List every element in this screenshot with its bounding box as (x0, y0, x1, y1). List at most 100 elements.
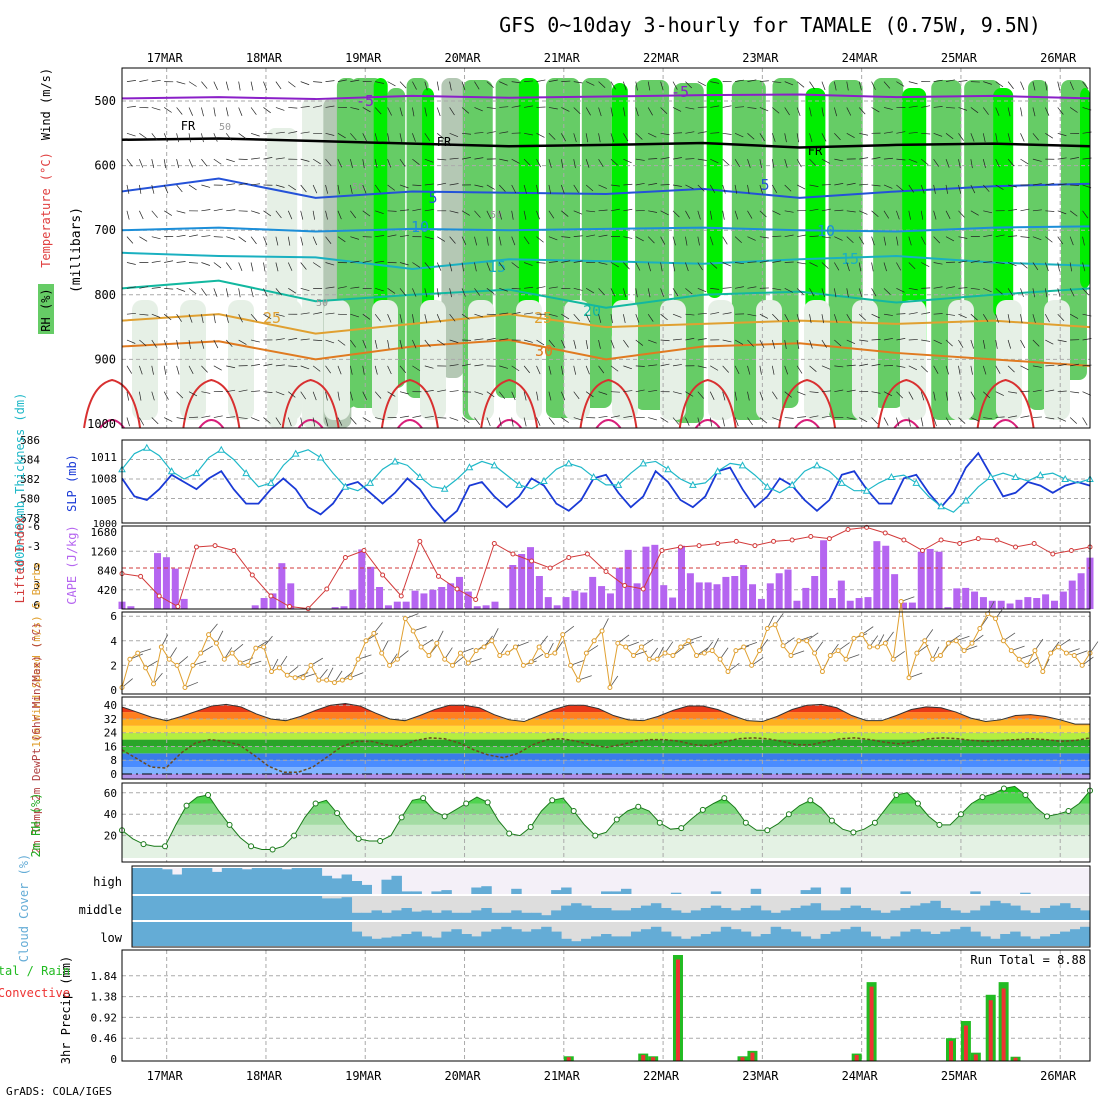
wind-speed-marker (764, 626, 770, 631)
wind-barb (1082, 210, 1089, 219)
wind-barb (275, 288, 282, 296)
wind-barb (1020, 262, 1028, 269)
isotherm-hot (877, 378, 936, 429)
wind-barb (573, 235, 583, 238)
rh-shade-lower (468, 300, 494, 420)
wind-barb (660, 339, 670, 342)
lifted-index-marker (771, 538, 777, 544)
cloud-level-label: middle (79, 903, 122, 917)
cloud-bar (451, 929, 462, 946)
isotherm-hottest (893, 419, 920, 429)
wind-barb (859, 363, 869, 367)
lifted-index-marker (715, 541, 721, 546)
wind-barb (945, 313, 956, 316)
wind-barb (598, 339, 601, 349)
wind-barb (312, 184, 318, 194)
wind-barb (436, 288, 440, 298)
wind-barb (747, 210, 753, 219)
wind-barb (685, 417, 690, 426)
thickness-marker (217, 445, 226, 453)
cape-bar (393, 601, 401, 609)
wind-barb (933, 365, 939, 374)
wind-barb (623, 236, 633, 239)
cloud-bar (840, 887, 851, 894)
wind-barb (772, 235, 782, 238)
wind-speed-marker (678, 644, 684, 650)
cloud-bar (1060, 931, 1071, 946)
cape-bar (757, 598, 765, 609)
cloud-bar (471, 936, 482, 946)
wind-barb (523, 391, 527, 401)
wind-barb (412, 158, 420, 165)
wind-speed-marker (977, 626, 983, 631)
wind-barb (474, 288, 481, 296)
rh-shade (902, 88, 927, 348)
wind-barb (784, 261, 794, 263)
wind-barb (536, 184, 539, 194)
x-tick-label-bottom: 17MAR (147, 1069, 184, 1083)
wind-barb (722, 287, 732, 289)
y-axis-label-slp: SLP (mb) (65, 454, 79, 512)
wind-speed-marker (158, 644, 164, 650)
wind-barb (796, 184, 806, 190)
wind-barb (982, 365, 987, 375)
wind-barb (635, 339, 644, 346)
wind-barb (300, 338, 310, 341)
wind-barb (921, 105, 931, 108)
wind-barb (163, 133, 169, 142)
wind-barb (970, 260, 980, 263)
wind-barb (610, 158, 618, 166)
wind-speed-marker (127, 656, 133, 662)
wind-barb (697, 312, 707, 315)
isotherm-hot (281, 378, 340, 429)
wind-barb (871, 338, 881, 341)
cloud-bar (141, 868, 153, 894)
wind-speed-marker (780, 643, 786, 649)
wind-barb (139, 417, 145, 426)
panel-frame (121, 525, 1091, 610)
wind-barb (796, 391, 806, 396)
wind-barb (933, 339, 942, 345)
cloud-bar (511, 910, 522, 920)
cloud-bar (551, 890, 562, 894)
wind-barb (548, 133, 556, 140)
wind-barb (1069, 288, 1075, 297)
wind-barb (1045, 314, 1050, 323)
wind-barb (499, 106, 509, 108)
wind-barb (300, 236, 304, 246)
wind-barb (722, 236, 728, 245)
y-axis-label-thickness: 1000~500mb Thickness (dm) (13, 393, 27, 574)
x-tick-label-top: 25MAR (941, 51, 978, 65)
wind-barb (275, 131, 285, 134)
wind-barb (412, 184, 422, 187)
wind-barb (139, 339, 147, 347)
cloud-bar (750, 888, 762, 894)
wind-barb (958, 260, 968, 263)
wind-barb (275, 364, 285, 367)
isotherm-hot (976, 378, 1035, 429)
wind-barb (437, 389, 447, 393)
wind-barb (1069, 236, 1074, 246)
precip-convective-bar (566, 1057, 571, 1061)
wind-barb (201, 391, 211, 394)
wind-barb (772, 81, 782, 83)
wind-speed-marker (292, 675, 298, 681)
wind-barb (498, 391, 506, 400)
wind-barb (945, 339, 953, 347)
thickness-marker (515, 480, 523, 488)
wind-barb (772, 417, 781, 422)
wind-barb (958, 80, 968, 82)
wind-barb (486, 288, 495, 294)
cloud-bar (271, 896, 283, 920)
wind-barb (362, 159, 365, 169)
rh2m-marker (269, 846, 276, 853)
wind-barb (970, 287, 980, 290)
wind-barb (995, 81, 1004, 88)
wind-barb (449, 210, 459, 214)
thickness-marker (440, 484, 449, 492)
rh-shade (993, 88, 1014, 318)
cloud-bar (1050, 934, 1061, 946)
wind-barb (561, 107, 570, 112)
cloud-bar (1070, 908, 1081, 920)
wind-barb (958, 236, 968, 239)
